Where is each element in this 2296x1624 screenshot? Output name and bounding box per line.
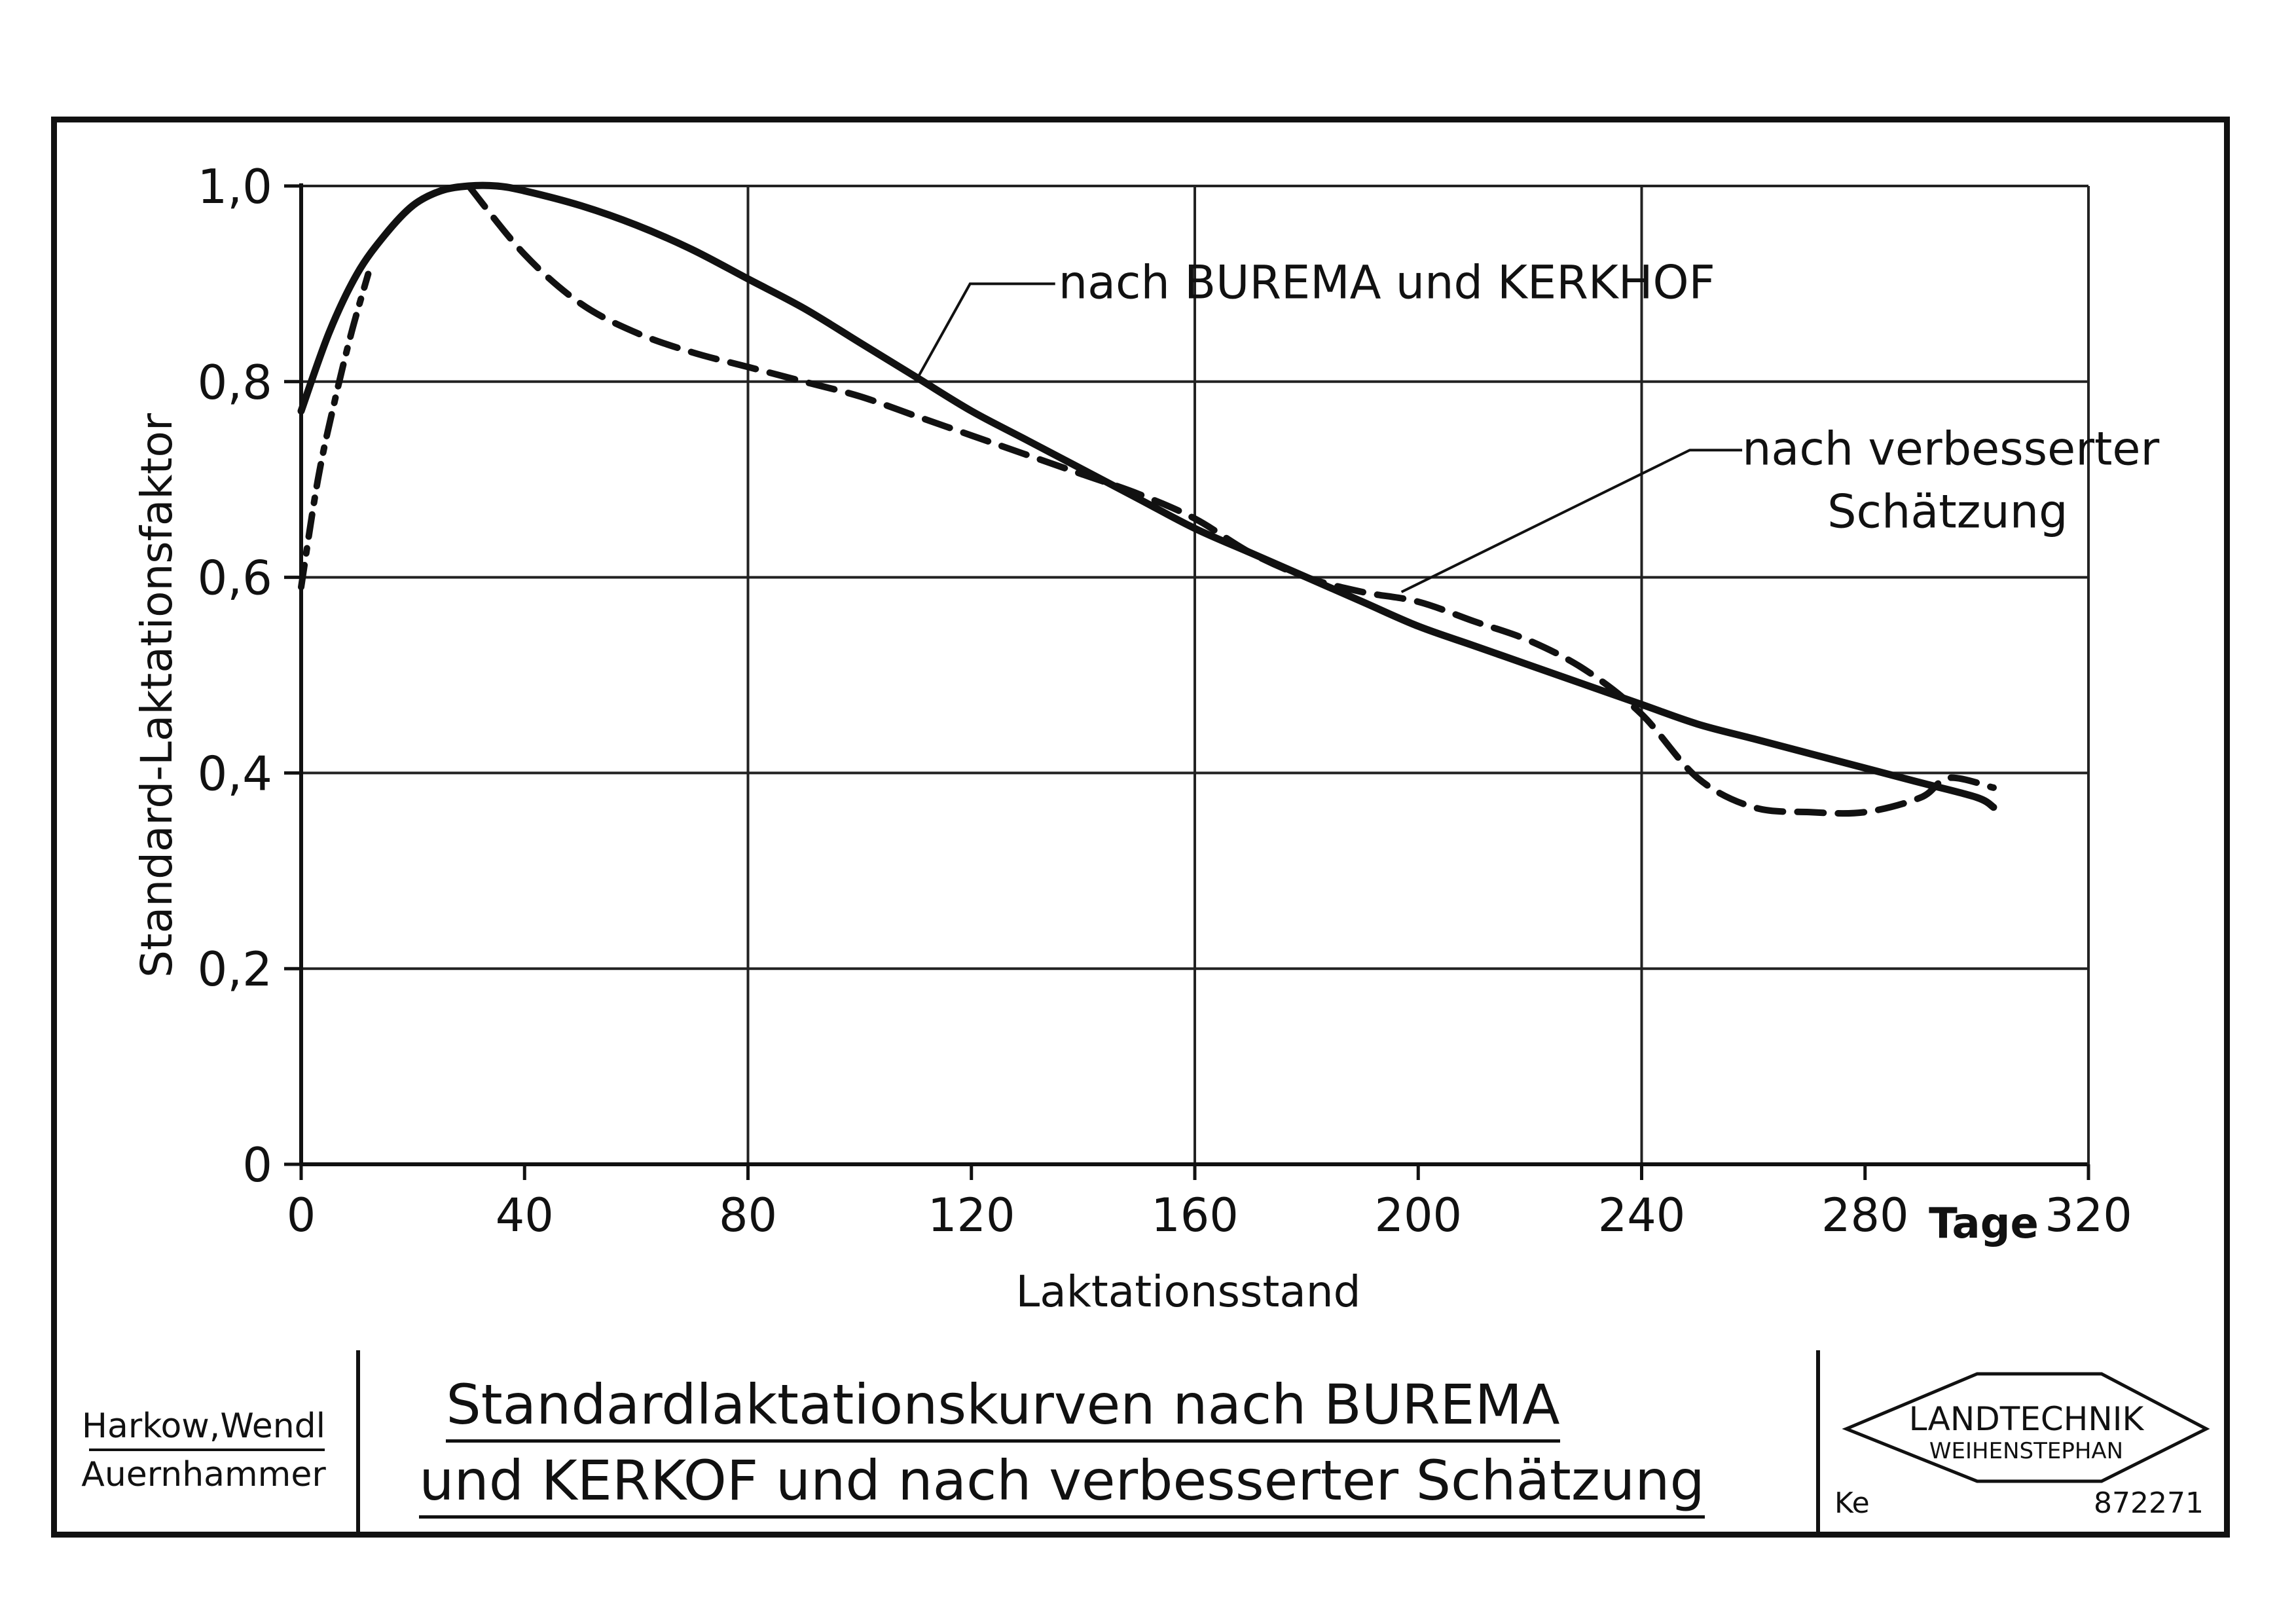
x-axis-unit-label: Tage — [1929, 1200, 2039, 1248]
tick-labels: 0 40 80 120 160 200 240 280 320 0 0,2 0,4 0,6 0,8 1,0 — [197, 159, 2132, 1242]
annotation-leader-2 — [1400, 449, 1743, 593]
grid — [301, 185, 2090, 1164]
title-cell: Standardlaktationskurven nach BUREMA und… — [360, 1350, 1820, 1538]
logo-line-1: LANDTECHNIK — [1909, 1400, 2145, 1438]
title-line-1-text: Standardlaktationskurven nach BUREMA — [446, 1373, 1560, 1443]
drafter-code: Ke — [1834, 1486, 1870, 1520]
series-line-dash-dot — [298, 270, 372, 591]
x-tick-label: 80 — [719, 1189, 777, 1242]
authors-line-2: Auernhammer — [81, 1455, 326, 1494]
drawing-frame — [51, 117, 2230, 1538]
title-line-1: Standardlaktationskurven nach BUREMA — [275, 1373, 1731, 1443]
authors-divider — [89, 1449, 325, 1451]
x-tick-label: 200 — [1374, 1189, 1462, 1242]
logo-line-2: WEIHENSTEPHAN — [1929, 1438, 2123, 1464]
x-tick-label: 120 — [928, 1189, 1015, 1242]
axes — [284, 183, 2090, 1180]
y-tick-label: 0,6 — [197, 551, 272, 606]
title-line-2-text: und KERKOF und nach verbesserter Schätzu… — [419, 1449, 1705, 1519]
title-line-2: und KERKOF und nach verbesserter Schätzu… — [334, 1449, 1790, 1519]
authors-cell: Harkow,Wendl Auernhammer — [51, 1350, 360, 1538]
landtechnik-logo: LANDTECHNIK WEIHENSTEPHAN — [1842, 1372, 2210, 1483]
x-tick-label: 280 — [1821, 1189, 1909, 1242]
x-tick-label: 240 — [1598, 1189, 1686, 1242]
series-line-dashed — [465, 183, 1997, 817]
y-tick-label: 0 — [242, 1137, 272, 1192]
annotation-burema-kerkhof: nach BUREMA und KERKHOF — [1059, 255, 1715, 309]
x-tick-label: 160 — [1151, 1189, 1239, 1242]
drawing-number: 872271 — [2094, 1486, 2204, 1520]
title-block: Harkow,Wendl Auernhammer Standardlaktati… — [51, 1350, 2230, 1538]
x-axis-label: Laktationsstand — [1015, 1266, 1360, 1317]
y-tick-label: 0,4 — [197, 746, 272, 801]
x-tick-label: 0 — [287, 1189, 316, 1242]
annotation-verbesserte-schaetzung-1: nach verbesserter — [1742, 422, 2159, 475]
y-tick-label: 0,8 — [197, 355, 272, 410]
y-tick-label: 0,2 — [197, 942, 272, 997]
logo-cell: LANDTECHNIK WEIHENSTEPHAN Ke 872271 — [1820, 1350, 2230, 1538]
authors-line-1: Harkow,Wendl — [81, 1407, 326, 1446]
annotation-verbesserte-schaetzung-2: Schätzung — [1827, 485, 2068, 538]
y-tick-label: 1,0 — [197, 159, 272, 214]
series-lines — [297, 181, 1997, 817]
x-tick-label: 320 — [2045, 1189, 2132, 1242]
annotations: nach BUREMA und KERKHOF nach verbesserter… — [914, 255, 2159, 593]
x-tick-label: 40 — [496, 1189, 554, 1242]
annotation-leader-1 — [914, 282, 1055, 382]
y-axis-label: Standard-Laktationsfaktor — [132, 413, 182, 978]
